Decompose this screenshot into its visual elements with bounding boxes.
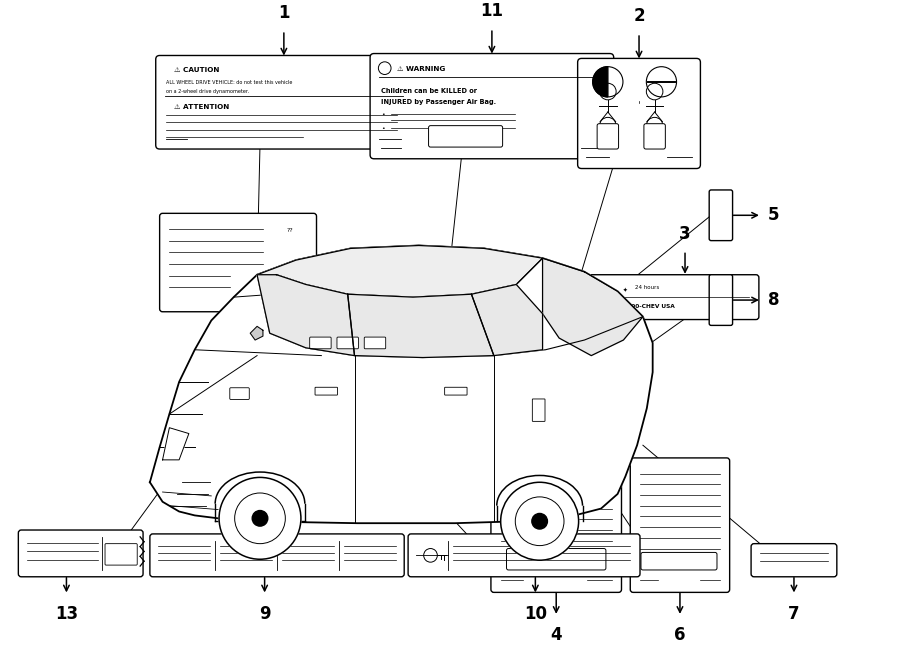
FancyBboxPatch shape bbox=[641, 553, 717, 570]
Text: 13: 13 bbox=[55, 605, 78, 623]
Text: 8: 8 bbox=[768, 291, 779, 309]
Text: 10: 10 bbox=[524, 605, 547, 623]
FancyBboxPatch shape bbox=[310, 337, 331, 349]
Text: on a 2-wheel drive dynamometer.: on a 2-wheel drive dynamometer. bbox=[166, 89, 249, 94]
FancyBboxPatch shape bbox=[292, 263, 307, 290]
Circle shape bbox=[219, 477, 301, 559]
FancyBboxPatch shape bbox=[156, 56, 412, 149]
FancyBboxPatch shape bbox=[752, 543, 837, 577]
Circle shape bbox=[532, 514, 547, 529]
FancyBboxPatch shape bbox=[709, 275, 733, 325]
Text: INJURED by Passenger Air Bag.: INJURED by Passenger Air Bag. bbox=[381, 99, 496, 105]
FancyBboxPatch shape bbox=[428, 126, 502, 147]
Polygon shape bbox=[257, 245, 543, 297]
Wedge shape bbox=[593, 67, 608, 97]
Text: 11: 11 bbox=[481, 3, 503, 20]
Polygon shape bbox=[472, 284, 543, 356]
Text: 7: 7 bbox=[788, 605, 800, 623]
Text: 24 hours: 24 hours bbox=[635, 286, 660, 290]
FancyBboxPatch shape bbox=[408, 534, 640, 577]
Polygon shape bbox=[257, 275, 355, 356]
Circle shape bbox=[252, 510, 268, 526]
Text: ✦: ✦ bbox=[623, 288, 627, 292]
Polygon shape bbox=[347, 294, 494, 358]
Text: 6: 6 bbox=[674, 627, 686, 644]
FancyBboxPatch shape bbox=[445, 387, 467, 395]
Text: Children can be KILLED or: Children can be KILLED or bbox=[381, 88, 477, 94]
Text: 3: 3 bbox=[680, 225, 691, 243]
Text: •: • bbox=[381, 126, 384, 131]
FancyBboxPatch shape bbox=[18, 530, 143, 577]
FancyBboxPatch shape bbox=[159, 214, 317, 312]
Polygon shape bbox=[543, 258, 643, 356]
Polygon shape bbox=[257, 245, 584, 311]
Text: ALL WHEEL DRIVE VEHICLE: do not test this vehicle: ALL WHEEL DRIVE VEHICLE: do not test thi… bbox=[166, 80, 292, 85]
Text: 1: 1 bbox=[278, 5, 290, 22]
FancyBboxPatch shape bbox=[630, 458, 730, 592]
Text: ⚠ CAUTION: ⚠ CAUTION bbox=[175, 67, 220, 73]
Polygon shape bbox=[163, 428, 189, 460]
Polygon shape bbox=[250, 327, 263, 340]
Circle shape bbox=[500, 483, 579, 561]
FancyBboxPatch shape bbox=[370, 54, 614, 159]
Text: ⚠ ATTENTION: ⚠ ATTENTION bbox=[175, 104, 230, 110]
Text: ROADSIDE 1-800-CHEV USA: ROADSIDE 1-800-CHEV USA bbox=[585, 304, 675, 309]
FancyBboxPatch shape bbox=[507, 549, 606, 570]
FancyBboxPatch shape bbox=[337, 337, 358, 349]
FancyBboxPatch shape bbox=[150, 534, 404, 577]
FancyBboxPatch shape bbox=[491, 438, 622, 592]
FancyBboxPatch shape bbox=[315, 387, 338, 395]
Text: ??: ?? bbox=[286, 228, 293, 233]
Text: 5: 5 bbox=[768, 206, 779, 224]
FancyBboxPatch shape bbox=[709, 190, 733, 241]
Polygon shape bbox=[257, 258, 643, 358]
Text: ⚠ WARNING: ⚠ WARNING bbox=[398, 66, 446, 72]
FancyBboxPatch shape bbox=[578, 58, 700, 169]
Text: 12: 12 bbox=[234, 346, 257, 364]
FancyBboxPatch shape bbox=[230, 388, 249, 399]
FancyBboxPatch shape bbox=[364, 337, 386, 349]
Text: •: • bbox=[381, 112, 384, 117]
FancyBboxPatch shape bbox=[532, 399, 545, 421]
Text: 4: 4 bbox=[551, 627, 562, 644]
Polygon shape bbox=[150, 245, 652, 524]
Text: 9: 9 bbox=[259, 605, 270, 623]
FancyBboxPatch shape bbox=[597, 124, 618, 149]
Text: 2: 2 bbox=[634, 7, 644, 25]
FancyBboxPatch shape bbox=[644, 124, 665, 149]
FancyBboxPatch shape bbox=[576, 275, 759, 319]
FancyBboxPatch shape bbox=[105, 543, 137, 565]
